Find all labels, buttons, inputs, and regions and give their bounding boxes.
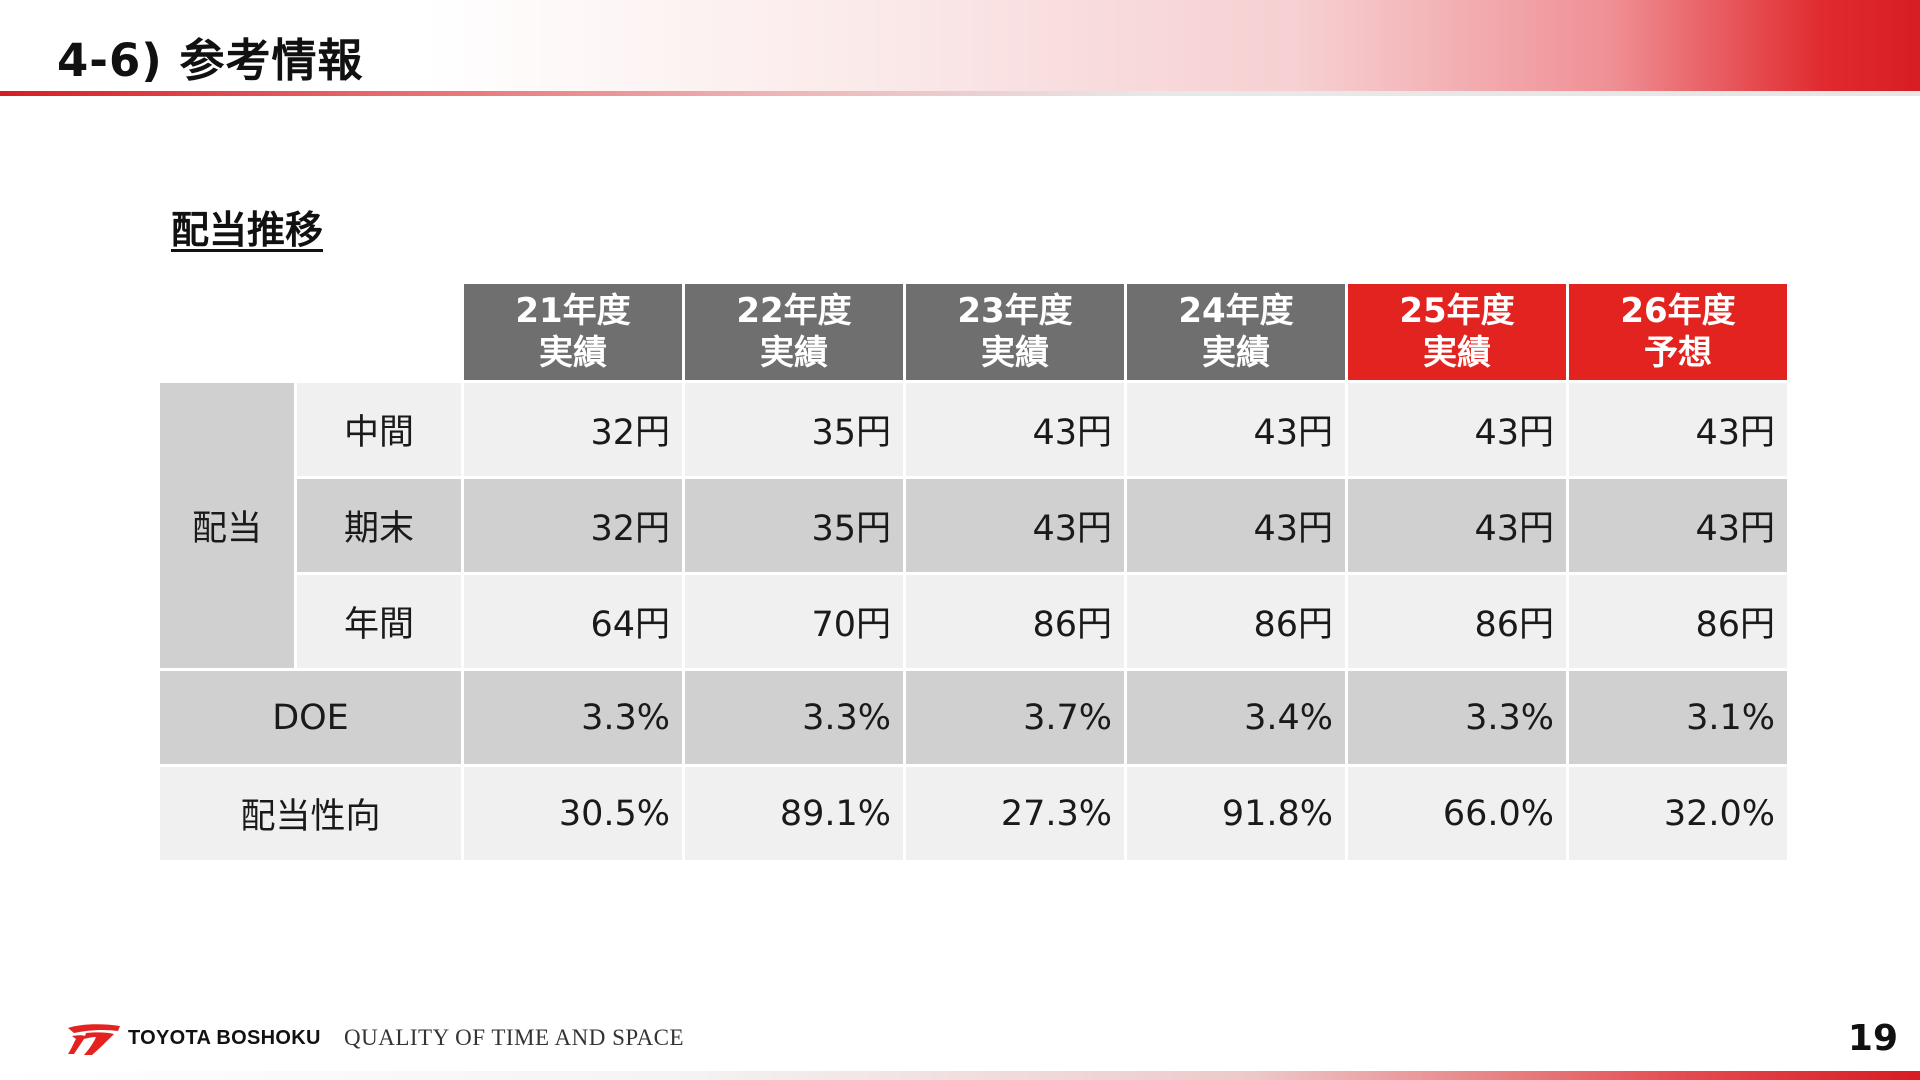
column-header-fy21: 21年度 実績: [464, 284, 682, 380]
table-cell: 43円: [906, 479, 1124, 572]
footer-tagline: QUALITY OF TIME AND SPACE: [344, 1025, 685, 1050]
table-cell: 3.3%: [685, 671, 903, 764]
table-cell: 89.1%: [685, 767, 903, 860]
page-title: 4-6) 参考情報: [57, 34, 364, 87]
table-cell: 32円: [464, 383, 682, 476]
table-cell: 35円: [685, 383, 903, 476]
column-status: 実績: [1202, 333, 1270, 373]
header-divider: [0, 91, 1920, 96]
table-row-year-end: 期末 32円 35円 43円 43円 43円 43円: [160, 479, 1787, 572]
table-cell: 3.3%: [1348, 671, 1566, 764]
table-cell: 64円: [464, 575, 682, 668]
table-row-interim: 配当 中間 32円 35円 43円 43円 43円 43円: [160, 383, 1787, 668]
row-label: 期末: [297, 479, 461, 572]
table-cell: 91.8%: [1127, 767, 1345, 860]
column-year: 26年度: [1620, 291, 1736, 331]
row-label: 年間: [297, 575, 461, 668]
header-band: [0, 0, 1920, 93]
table-cell: 43円: [1348, 383, 1566, 476]
column-year: 25年度: [1399, 291, 1515, 331]
row-label: 中間: [297, 383, 461, 476]
header-blank-cell: [160, 284, 461, 380]
table-cell: 3.1%: [1569, 671, 1787, 764]
table-cell: 66.0%: [1348, 767, 1566, 860]
table-row-payout-ratio: 配当性向 30.5% 89.1% 27.3% 91.8% 66.0% 32.0%: [160, 767, 1787, 860]
table-cell: 43円: [1127, 383, 1345, 476]
table-cell: 86円: [906, 575, 1124, 668]
table-cell: 35円: [685, 479, 903, 572]
table-cell: 30.5%: [464, 767, 682, 860]
dividend-table: 21年度 実績 22年度 実績 23年度 実績 24年度 実績 25年度 実績 …: [157, 281, 1790, 863]
table-cell: 32.0%: [1569, 767, 1787, 860]
column-year: 23年度: [957, 291, 1073, 331]
table-cell: 32円: [464, 479, 682, 572]
table-cell: 43円: [906, 383, 1124, 476]
table-cell: 27.3%: [906, 767, 1124, 860]
table-cell: 86円: [1348, 575, 1566, 668]
table-row-annual: 年間 64円 70円 86円 86円 86円 86円: [160, 575, 1787, 668]
column-year: 22年度: [736, 291, 852, 331]
table-cell: 86円: [1127, 575, 1345, 668]
table-cell: 43円: [1127, 479, 1345, 572]
column-header-fy25: 25年度 実績: [1348, 284, 1566, 380]
column-header-fy22: 22年度 実績: [685, 284, 903, 380]
column-year: 24年度: [1178, 291, 1294, 331]
column-status: 実績: [760, 333, 828, 373]
footer-brand-name: TOYOTA BOSHOKU: [128, 1027, 321, 1049]
section-title: 配当推移: [171, 208, 324, 252]
table-cell: 3.4%: [1127, 671, 1345, 764]
table-row-doe: DOE 3.3% 3.3% 3.7% 3.4% 3.3% 3.1%: [160, 671, 1787, 764]
row-label: 配当性向: [160, 767, 461, 860]
table-cell: 3.7%: [906, 671, 1124, 764]
table-cell: 43円: [1569, 479, 1787, 572]
column-status: 実績: [1423, 333, 1491, 373]
table-cell: 86円: [1569, 575, 1787, 668]
column-status: 実績: [981, 333, 1049, 373]
column-header-fy24: 24年度 実績: [1127, 284, 1345, 380]
column-status: 予想: [1644, 333, 1712, 373]
row-label: DOE: [160, 671, 461, 764]
table-header-row: 21年度 実績 22年度 実績 23年度 実績 24年度 実績 25年度 実績 …: [160, 284, 1787, 380]
toyota-boshoku-logo-icon: [68, 1024, 120, 1055]
table-cell: 70円: [685, 575, 903, 668]
column-header-fy23: 23年度 実績: [906, 284, 1124, 380]
dividend-group-label: 配当: [160, 383, 294, 668]
table-cell: 3.3%: [464, 671, 682, 764]
table-cell: 43円: [1348, 479, 1566, 572]
footer-divider: [0, 1071, 1920, 1080]
column-year: 21年度: [515, 291, 631, 331]
page-number: 19: [1847, 1018, 1898, 1059]
column-header-fy26: 26年度 予想: [1569, 284, 1787, 380]
table-cell: 43円: [1569, 383, 1787, 476]
column-status: 実績: [539, 333, 607, 373]
